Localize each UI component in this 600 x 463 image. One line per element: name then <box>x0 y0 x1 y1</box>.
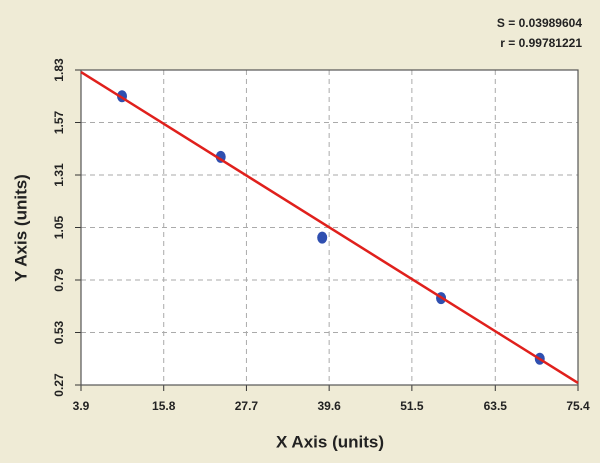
y-tick-label: 0.53 <box>52 320 66 344</box>
annotation: S = 0.03989604 <box>497 16 582 30</box>
plot-border <box>80 69 579 386</box>
x-tick-label: 51.5 <box>400 399 424 413</box>
x-tick-label: 15.8 <box>152 399 176 413</box>
x-tick-label: 75.4 <box>566 399 590 413</box>
x-tick-label: 27.7 <box>235 399 259 413</box>
annotation: r = 0.99781221 <box>500 36 582 50</box>
y-axis-title: Y Axis (units) <box>11 174 30 282</box>
fit-line <box>80 70 579 385</box>
y-tick-label: 1.31 <box>52 163 66 187</box>
x-tick-label: 63.5 <box>484 399 508 413</box>
y-tick-label: 1.05 <box>52 215 66 239</box>
y-tick-label: 1.57 <box>52 110 66 134</box>
y-tick-label: 0.27 <box>52 373 66 397</box>
x-tick-label: 39.6 <box>317 399 341 413</box>
y-tick-label: 1.83 <box>52 58 66 82</box>
y-tick-label: 0.79 <box>52 268 66 292</box>
x-tick-label: 3.9 <box>73 399 90 413</box>
x-axis-title: X Axis (units) <box>276 432 384 451</box>
data-point <box>317 231 328 244</box>
